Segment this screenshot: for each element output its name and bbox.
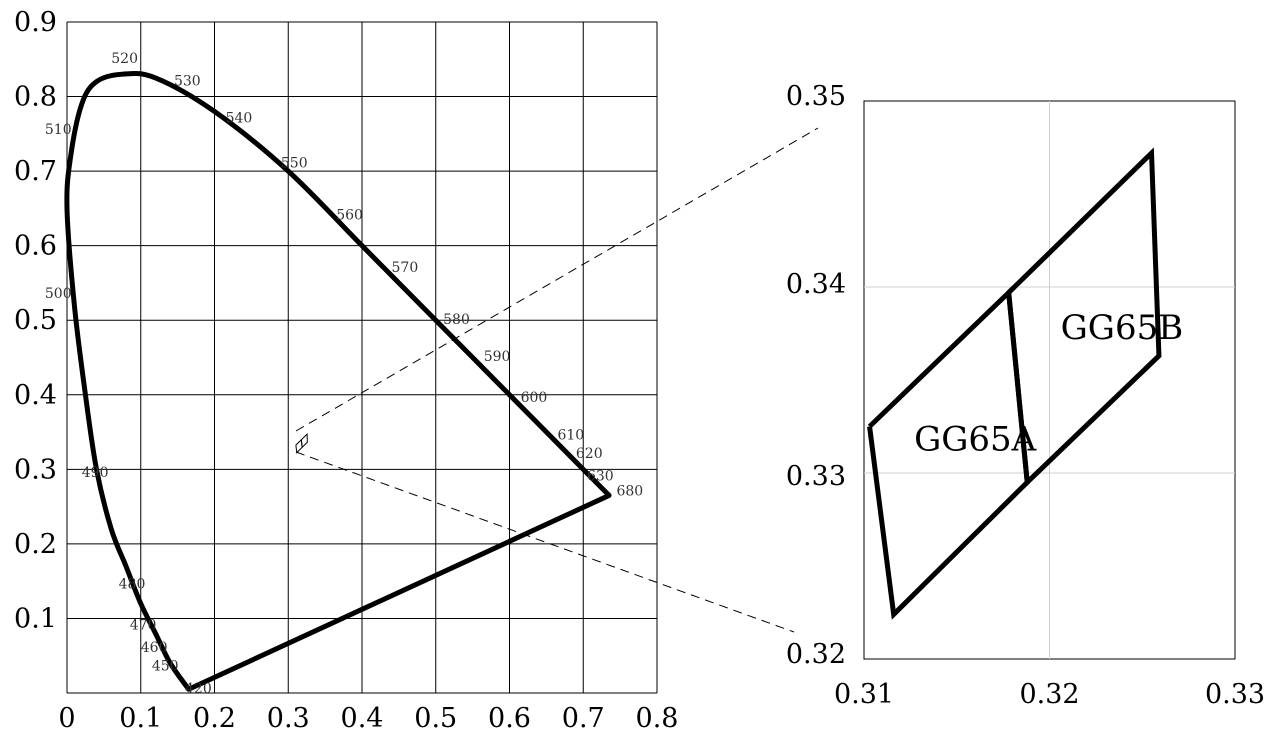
zoom-connector-lower — [295, 451, 795, 633]
inset-y-tick-label: 0.35 — [786, 81, 846, 112]
main-x-tick-label: 0.8 — [636, 703, 679, 734]
mini-region-outline — [300, 432, 308, 449]
wavelength-label: 630 — [587, 469, 614, 485]
main-y-tick-label: 0.5 — [14, 305, 57, 336]
inset-chart-grid — [863, 100, 1236, 660]
zoom-connector-lines — [295, 127, 819, 633]
wavelength-label: 510 — [45, 122, 72, 138]
wavelength-label: 460 — [141, 640, 168, 656]
wavelength-label: 560 — [336, 208, 363, 224]
main-y-tick-label: 0.4 — [14, 380, 57, 411]
inset-x-tick-label: 0.33 — [1205, 679, 1265, 710]
inset-y-tick-label: 0.34 — [786, 269, 846, 300]
inset-region-labels: GG65A GG65B — [914, 308, 1183, 460]
main-x-tick-label: 0.3 — [267, 703, 310, 734]
inset-y-tick-label: 0.32 — [786, 639, 846, 670]
wavelength-label: 480 — [119, 577, 146, 593]
wavelength-label: 520 — [111, 51, 138, 67]
wavelength-label: 590 — [484, 349, 511, 365]
wavelength-label: 470 — [130, 618, 157, 634]
wavelength-labels: 420 450 460 470 480 490 500 510 520 530 540 550 560 5… — [45, 51, 643, 697]
main-y-tick-label: 0.1 — [14, 603, 57, 634]
wavelength-label: 600 — [521, 390, 548, 406]
wavelength-label: 450 — [152, 659, 179, 675]
miniature-regions — [295, 432, 308, 454]
wavelength-label: 540 — [226, 111, 253, 127]
region-gg65b — [1006, 147, 1162, 488]
spectral-locus — [64, 70, 612, 692]
main-chart-tick-labels: 0 0.1 0.2 0.3 0.4 0.5 0.6 0.7 0.8 0.1 0.2 0.3 0.4 0.5… — [14, 7, 678, 734]
main-x-tick-label: 0.7 — [562, 703, 605, 734]
main-y-tick-label: 0.6 — [14, 231, 57, 262]
inset-regions — [867, 147, 1162, 620]
wavelength-label: 620 — [576, 446, 603, 462]
inset-y-tick-label: 0.33 — [786, 461, 846, 492]
main-y-tick-label: 0.2 — [14, 529, 57, 560]
wavelength-label: 550 — [281, 155, 308, 171]
main-chart-grid — [66, 21, 658, 694]
wavelength-label: 580 — [443, 312, 470, 328]
wavelength-label: 680 — [616, 483, 643, 499]
main-x-tick-label: 0.2 — [193, 703, 236, 734]
zoom-connector-upper — [295, 127, 819, 432]
main-x-tick-label: 0.4 — [341, 703, 384, 734]
wavelength-label: 570 — [392, 260, 419, 276]
wavelength-label: 530 — [174, 73, 201, 89]
inset-x-tick-label: 0.31 — [834, 679, 894, 710]
main-x-tick-label: 0 — [58, 703, 75, 734]
wavelength-label: 420 — [185, 681, 212, 697]
main-x-tick-label: 0.1 — [119, 703, 162, 734]
main-y-tick-label: 0.3 — [14, 454, 57, 485]
main-y-tick-label: 0.8 — [14, 82, 57, 113]
inset-x-tick-label: 0.32 — [1019, 679, 1079, 710]
main-x-tick-label: 0.6 — [488, 703, 531, 734]
purple-line — [186, 492, 612, 692]
wavelength-label: 610 — [557, 428, 584, 444]
wavelength-label: 490 — [82, 465, 109, 481]
spectral-locus-curve — [64, 70, 611, 691]
main-y-tick-label: 0.9 — [14, 7, 57, 38]
main-y-tick-label: 0.7 — [14, 156, 57, 187]
inset-chart-tick-labels: 0.31 0.32 0.33 0.32 0.33 0.34 0.35 — [786, 81, 1265, 710]
wavelength-label: 500 — [45, 286, 72, 302]
region-label: GG65A — [914, 420, 1037, 460]
region-label: GG65B — [1061, 308, 1184, 348]
main-x-tick-label: 0.5 — [414, 703, 457, 734]
